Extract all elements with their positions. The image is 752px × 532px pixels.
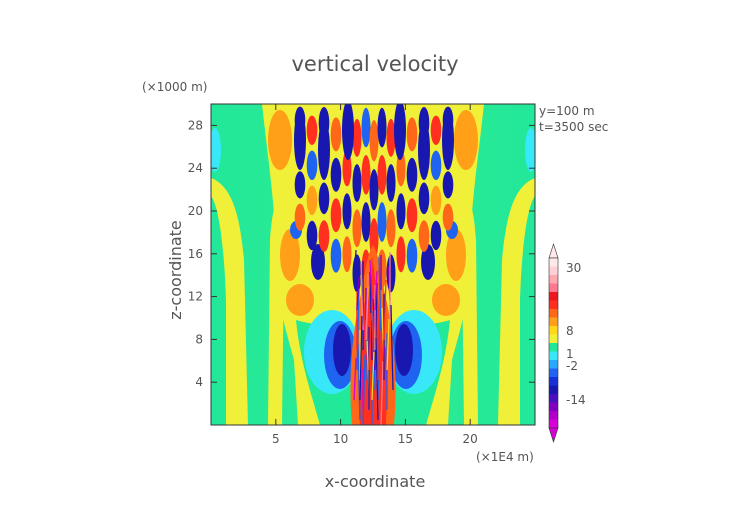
y-tick-label: 4 xyxy=(195,375,203,389)
colorbar-swatch xyxy=(549,258,558,267)
y-tick-label: 24 xyxy=(188,161,203,175)
colorbar-swatch xyxy=(549,419,558,429)
y-tick-label: 20 xyxy=(188,204,203,218)
colorbar-swatch xyxy=(549,343,558,352)
x-tick-label: 5 xyxy=(272,432,280,446)
colorbar-swatch xyxy=(549,394,558,403)
colorbar-swatch xyxy=(549,377,558,386)
y-unit-label: (×1000 m) xyxy=(142,80,207,94)
x-axis-label: x-coordinate xyxy=(325,472,426,491)
colorbar-tick-label: 1 xyxy=(566,347,574,361)
colorbar-swatch xyxy=(549,283,558,293)
annotation-t: t=3500 sec xyxy=(539,120,608,134)
colorbar-top-tip xyxy=(548,243,559,259)
colorbar-tick-label: -14 xyxy=(566,393,586,407)
colorbar-swatch xyxy=(549,334,558,344)
x-axis: 5 10 15 20 xyxy=(272,104,478,446)
colorbar-swatch xyxy=(549,266,558,276)
x-tick-label: 15 xyxy=(398,432,413,446)
colorbar-swatch xyxy=(549,275,558,284)
colorbar-swatch xyxy=(549,309,558,318)
colorbar-swatch xyxy=(549,300,558,310)
y-tick-label: 28 xyxy=(188,118,203,132)
colorbar-swatch xyxy=(549,411,558,420)
colorbar-tick-label: 8 xyxy=(566,324,574,338)
colorbar-swatch xyxy=(549,317,558,327)
colorbar-swatch xyxy=(549,326,558,335)
colorbar-swatch xyxy=(549,292,558,301)
colorbar-frame xyxy=(548,257,559,429)
y-tick-label: 8 xyxy=(195,332,203,346)
x-tick-label: 10 xyxy=(333,432,348,446)
plot-frame xyxy=(210,103,536,426)
colorbar: 30 8 1-2 -14 xyxy=(548,243,586,443)
colorbar-swatch xyxy=(549,368,558,378)
heatmap-field xyxy=(211,104,535,425)
y-tick-label: 16 xyxy=(188,247,203,261)
y-axis: 4 8 12 16 20 24 28 xyxy=(188,118,535,389)
y-axis-label: z-coordinate xyxy=(166,220,185,320)
colorbar-swatch xyxy=(549,385,558,395)
y-tick-label: 12 xyxy=(188,290,203,304)
colorbar-swatch xyxy=(549,351,558,361)
colorbar-swatch xyxy=(549,360,558,369)
x-unit-label: (×1E4 m) xyxy=(476,450,534,464)
x-tick-label: 20 xyxy=(463,432,478,446)
colorbar-tick-label: -2 xyxy=(566,359,578,373)
colorbar-bottom-tip xyxy=(548,427,559,443)
colorbar-swatch xyxy=(549,402,558,412)
annotation-y: y=100 m xyxy=(539,104,595,118)
chart-title: vertical velocity xyxy=(291,52,458,76)
colorbar-tick-label: 30 xyxy=(566,261,581,275)
